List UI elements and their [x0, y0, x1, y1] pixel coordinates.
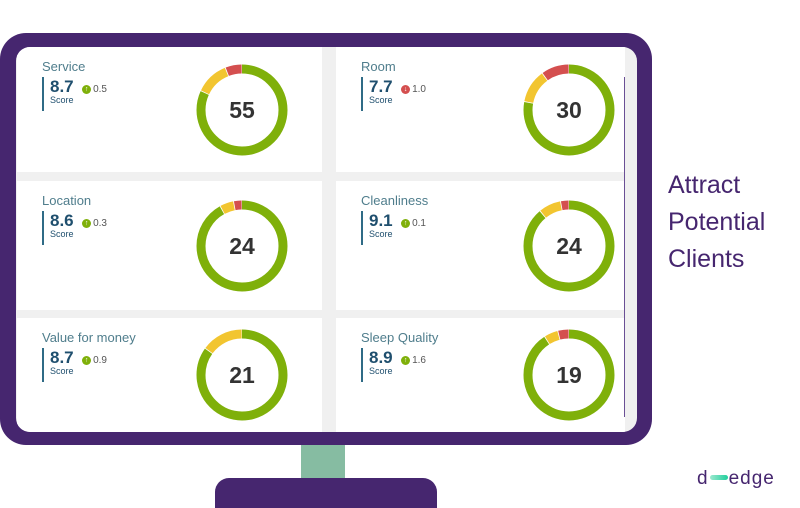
arrow-down-icon: ↓	[401, 85, 411, 94]
score-card[interactable]: Location 8.6 ↑ 0.3 Score 24	[17, 181, 322, 310]
score-value: 9.1	[369, 211, 393, 230]
score-value: 8.9	[369, 348, 393, 367]
arrow-up-icon: ↑	[401, 356, 411, 365]
monitor-base	[215, 478, 437, 508]
logo-text: edge	[728, 468, 775, 489]
arrow-up-icon: ↑	[82, 85, 92, 94]
score-box: 8.7 ↑ 0.9 Score	[42, 348, 107, 382]
score-label: Score	[369, 95, 393, 105]
score-value: 8.6	[50, 211, 74, 230]
delta-value: 1.0	[412, 84, 426, 95]
donut-chart: 21	[196, 329, 288, 421]
donut-chart: 30	[523, 64, 615, 156]
score-delta: ↑ 0.3	[82, 218, 107, 229]
card-title: Value for money	[42, 330, 136, 345]
card-title: Room	[361, 59, 396, 74]
dashboard-screen: Sleep Quality 8.9 ↑ 1.6 Score 19 Value for…	[16, 47, 637, 432]
arrow-up-icon: ↑	[82, 219, 92, 228]
score-value: 8.7	[50, 77, 74, 96]
delta-value: 0.3	[93, 218, 107, 229]
card-title: Sleep Quality	[361, 330, 439, 345]
tagline-line: Potential	[668, 208, 766, 236]
score-card[interactable]: Sleep Quality 8.9 ↑ 1.6 Score 19	[336, 318, 625, 432]
donut-count: 55	[229, 96, 255, 123]
card-title: Service	[42, 59, 86, 74]
donut-chart: 55	[196, 64, 288, 156]
score-card[interactable]: Value for money 8.7 ↑ 0.9 Score 21	[17, 318, 322, 432]
arrow-up-icon: ↑	[401, 219, 411, 228]
score-label: Score	[50, 366, 74, 376]
score-delta: ↓ 1.0	[401, 84, 426, 95]
card-title: Cleanliness	[361, 193, 429, 208]
score-value: 7.7	[369, 77, 393, 96]
score-label: Score	[369, 366, 393, 376]
logo-text: d	[697, 468, 709, 489]
logo-bar-icon	[709, 475, 728, 480]
score-delta: ↑ 0.9	[82, 355, 107, 366]
donut-count: 24	[556, 232, 582, 259]
score-card[interactable]: Cleanliness 9.1 ↑ 0.1 Score 24	[336, 181, 625, 310]
donut-chart: 19	[523, 329, 615, 421]
tagline: Attract Potential Clients	[668, 167, 765, 278]
delta-value: 0.1	[412, 218, 426, 229]
score-label: Score	[50, 229, 74, 239]
donut-chart: 24	[523, 200, 615, 292]
score-card[interactable]: Service 8.7 ↑ 0.5 Score 55	[17, 47, 322, 172]
donut-segment-green	[196, 64, 288, 155]
score-label: Score	[369, 229, 393, 239]
tagline-line: Clients	[668, 245, 745, 273]
donut-segment-green	[523, 329, 615, 421]
donut-chart: 24	[196, 200, 288, 292]
arrow-up-icon: ↑	[82, 356, 92, 365]
card-title: Location	[42, 193, 92, 208]
donut-segment-green	[523, 200, 615, 291]
score-box: 9.1 ↑ 0.1 Score	[361, 211, 426, 245]
delta-value: 1.6	[412, 355, 426, 366]
score-box: 8.7 ↑ 0.5 Score	[42, 77, 107, 111]
score-delta: ↑ 0.1	[401, 218, 426, 229]
score-delta: ↑ 0.5	[82, 84, 107, 95]
score-label: Score	[50, 95, 74, 105]
brand-logo: d edge	[697, 468, 775, 490]
delta-value: 0.5	[93, 84, 107, 95]
tagline-line: Attract	[668, 171, 741, 199]
donut-count: 30	[556, 96, 582, 123]
score-box: 8.9 ↑ 1.6 Score	[361, 348, 426, 382]
donut-segment-green	[196, 329, 288, 421]
donut-count: 24	[229, 232, 255, 259]
score-value: 8.7	[50, 348, 74, 367]
score-box: 7.7 ↓ 1.0 Score	[361, 77, 426, 111]
donut-segment-green	[523, 64, 615, 155]
donut-count: 21	[229, 362, 255, 388]
score-card[interactable]: Room 7.7 ↓ 1.0 Score 30	[336, 47, 625, 172]
score-box: 8.6 ↑ 0.3 Score	[42, 211, 107, 245]
delta-value: 0.9	[93, 355, 107, 366]
donut-count: 19	[556, 362, 582, 388]
score-delta: ↑ 1.6	[401, 355, 426, 366]
donut-segment-green	[196, 200, 288, 291]
scrollbar[interactable]	[624, 77, 625, 417]
monitor-stand	[301, 445, 345, 478]
